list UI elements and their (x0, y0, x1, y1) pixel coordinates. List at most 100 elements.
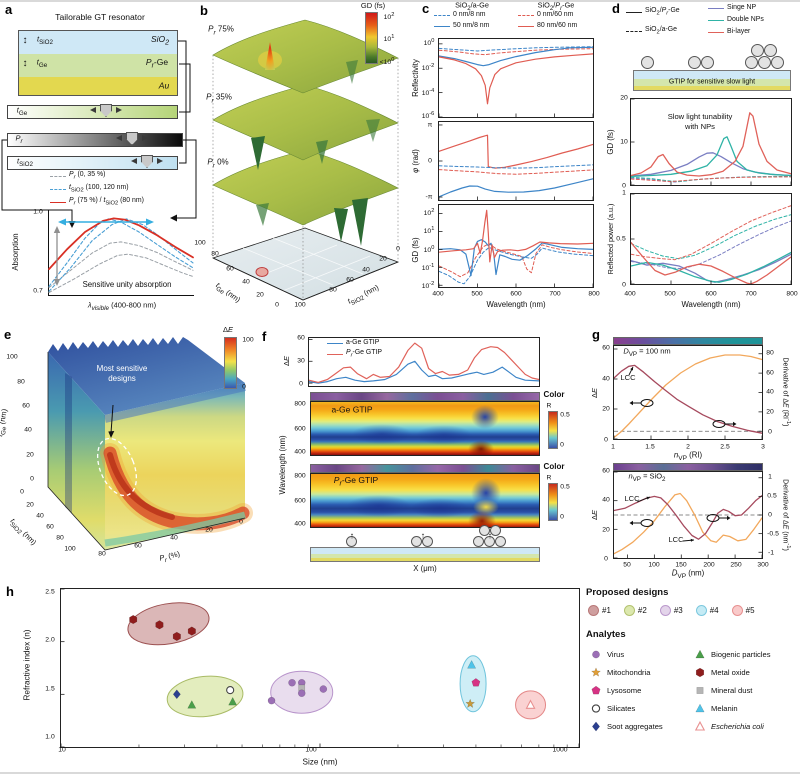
tick-label: ↑ (349, 530, 355, 541)
series-path (727, 515, 731, 521)
nanoparticle (490, 525, 501, 536)
tick-label: 400 (294, 448, 306, 456)
tick-label: Reflectivity (410, 59, 420, 97)
analyte-legend-label: Metal oxide (711, 667, 750, 677)
tick-label: 0.5 (616, 235, 626, 243)
escherichia-coli-marker-icon (694, 720, 706, 731)
tsio2-slider[interactable] (7, 155, 178, 170)
pr-slider[interactable] (7, 132, 183, 147)
design-chip-dot (731, 605, 743, 616)
tick-label: 150 (675, 561, 687, 569)
panel-h: h Proposed designs #1 #2 #3 #4 #5 Analytes V… (0, 583, 800, 775)
chart-el (695, 703, 705, 713)
slider-arrow-right-icon (157, 158, 163, 164)
design-chip-label: #4 (709, 606, 719, 615)
tick-label: 1.5 (645, 443, 655, 451)
nanoparticle (346, 536, 357, 547)
heatmap-feature (352, 424, 413, 445)
tick-label: 20 (26, 501, 34, 509)
nanoparticle (641, 56, 654, 69)
tick-label: 100 (294, 301, 306, 309)
analyte-legend-label: Escherichia coli (711, 721, 764, 731)
tge-slider-handle-icon[interactable] (100, 104, 112, 117)
legend-label: Pr (75 %) / tSiO2 (80 nm) (69, 197, 144, 207)
pr-slider-handle-icon[interactable] (126, 132, 138, 145)
analytes-legend-left: Virus Mitochondria Lysosome Silicates Soot a… (590, 645, 663, 735)
tick-label: Color (543, 461, 565, 471)
series-path (438, 209, 594, 263)
tick-label: 40 (766, 388, 774, 396)
tick-label: 100 (242, 336, 254, 344)
series-path (308, 342, 540, 383)
tick-label: 20 (602, 526, 610, 534)
legend-row: 80 nm/60 nm (518, 22, 578, 30)
tick-label: 20 (766, 408, 774, 416)
legend-line-sample (50, 176, 66, 178)
panel-label-c: c (422, 1, 430, 16)
tsio2-slider-handle-icon[interactable] (141, 155, 153, 168)
panel-label-a: a (5, 2, 13, 17)
design-chip-dot (623, 605, 635, 616)
nanoparticle (701, 56, 714, 69)
chart-el (228, 696, 238, 706)
prge-layer (19, 54, 177, 77)
tick-label: 100 (648, 561, 660, 569)
au-layer (19, 77, 177, 95)
tick-label: 20 (26, 451, 34, 459)
tick-label: Pr 75% (208, 24, 234, 37)
tick-label: 0.5 (767, 492, 777, 500)
tick-label: 0 (242, 383, 246, 391)
heatmap-feature (468, 511, 497, 527)
legend-label: 80 nm/60 nm (537, 22, 578, 29)
tick-label: 400 (432, 290, 444, 298)
tick-label: 40 (36, 512, 44, 520)
legend-line-sample (327, 354, 343, 356)
slider-arrow-left-icon (131, 158, 137, 164)
legend-line-sample (327, 342, 343, 344)
tick-label: DVP = 100 nm (623, 346, 671, 358)
mitochondria-marker-icon (590, 667, 602, 677)
chart-el (155, 620, 164, 630)
series-path (630, 251, 792, 283)
nanoparticle (688, 56, 701, 69)
legend-row: Double NPs (708, 16, 764, 24)
tick-label: π (427, 121, 433, 129)
chart-el (465, 698, 476, 709)
tge-slider[interactable] (7, 104, 178, 119)
nanoparticle (422, 536, 433, 547)
chart-el (172, 631, 181, 641)
series-path (48, 253, 194, 293)
tick-label: 800 (294, 400, 306, 408)
analyte-legend-label: Biogenic particles (711, 649, 771, 659)
tick-label: 800 (294, 472, 306, 480)
nanoparticle (411, 536, 422, 547)
tick-label: 10-4 (421, 87, 435, 98)
design-chip: #3 (659, 605, 683, 616)
series-path (438, 243, 594, 278)
tick-label: Color (543, 389, 565, 399)
legend-line-sample (626, 12, 642, 14)
tick-label: 80 (17, 378, 25, 386)
designs-legend-title: Proposed designs (586, 587, 669, 598)
series-path (48, 217, 194, 270)
tick-label: Pr-Ge (145, 56, 169, 70)
tick-label: -π (425, 193, 433, 201)
tick-label: φ (rad) (410, 149, 420, 173)
tick-label: 102 (383, 11, 395, 22)
chart-el (187, 700, 197, 709)
tick-label: 800 (786, 290, 798, 298)
tick-label: 0.5 (560, 411, 570, 419)
tick-label: 300 (757, 561, 769, 569)
tick-label: Pr-Ge GTIP (333, 474, 379, 488)
tick-label: 40 (170, 534, 178, 542)
gd-spectrum-chart (438, 204, 594, 288)
series-path (613, 354, 763, 439)
legend-row: tSiO2 (100, 120 nm) (50, 184, 129, 194)
tick-label: ↑ (420, 530, 426, 541)
series-path (613, 364, 763, 434)
tick-label: 0.5 (560, 483, 570, 491)
tick-label: 250 (730, 561, 742, 569)
tick-label: Derivative of ΔE (RI-1) (781, 357, 791, 427)
au-layer (311, 558, 539, 561)
legend-line-sample (434, 25, 450, 27)
